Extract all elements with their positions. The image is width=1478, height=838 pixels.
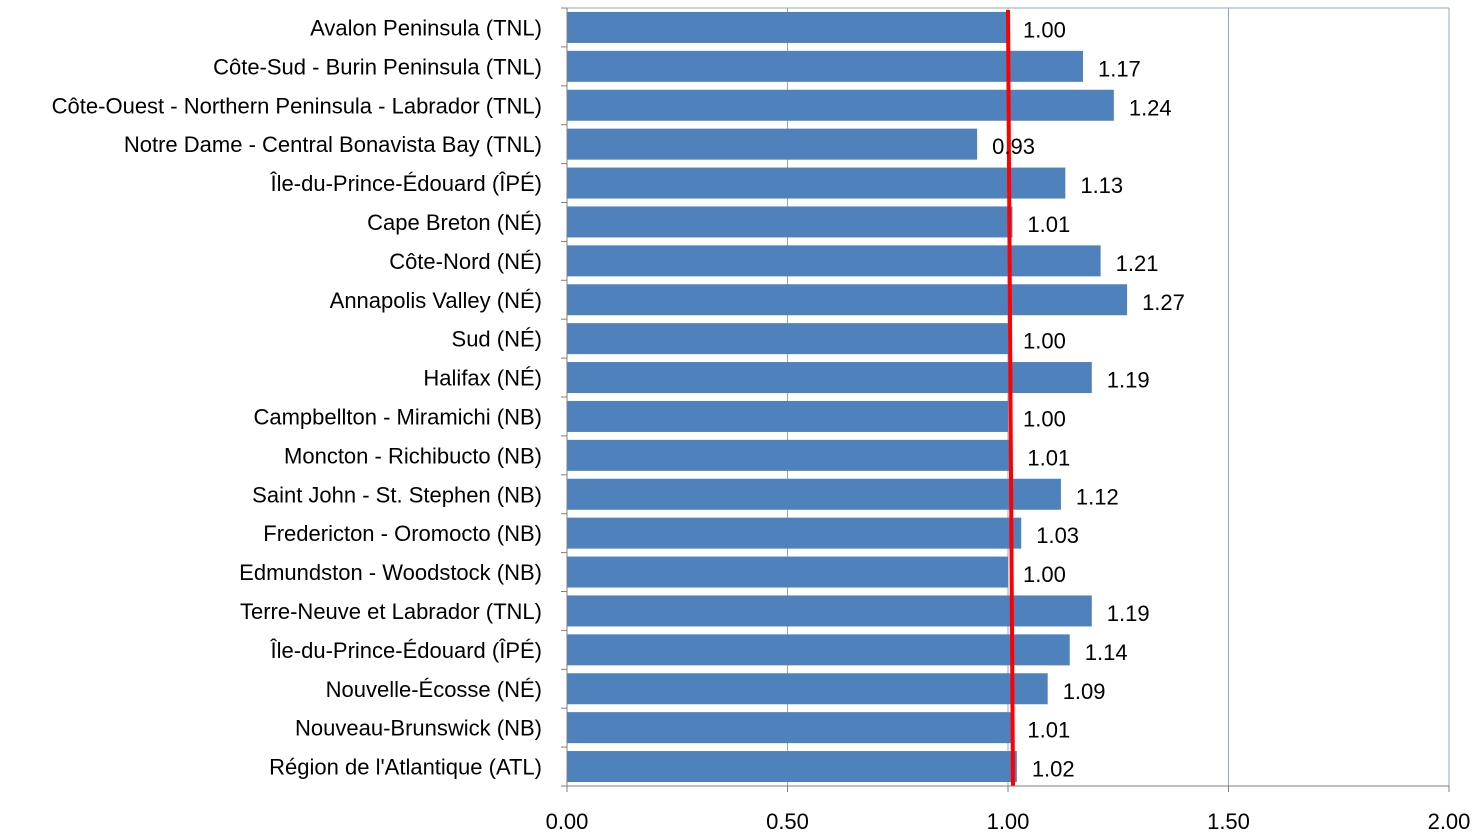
axes [561,7,1450,792]
value-label: 1.17 [1098,56,1141,81]
category-label: Edmundston - Woodstock (NB) [239,560,542,585]
bar [567,634,1070,666]
bar [567,712,1013,744]
bar [567,128,978,160]
value-label: 1.21 [1116,251,1159,276]
category-label: Côte-Sud - Burin Peninsula (TNL) [213,54,542,79]
value-label: 1.14 [1085,640,1128,665]
bar [567,595,1092,627]
bar [567,50,1083,82]
category-label: Avalon Peninsula (TNL) [310,15,542,40]
value-label: 1.03 [1036,523,1079,548]
category-label: Nouveau-Brunswick (NB) [295,716,542,741]
value-label: 1.19 [1107,601,1150,626]
value-label: 1.00 [1023,562,1066,587]
value-label: 0.93 [992,134,1035,159]
bar [567,245,1101,277]
category-label: Côte-Nord (NÉ) [389,249,542,274]
category-label: Nouvelle-Écosse (NÉ) [326,677,542,702]
category-label: Fredericton - Oromocto (NB) [263,521,542,546]
category-label: Île-du-Prince-Édouard (ÎPÉ) [270,638,542,663]
category-label: Notre Dame - Central Bonavista Bay (TNL) [124,132,542,157]
category-label: Sud (NÉ) [452,327,542,352]
x-tick-label: 1.50 [1207,809,1250,833]
category-label: Côte-Ouest - Northern Peninsula - Labrad… [52,93,542,118]
reference-line-layer [1006,9,1015,787]
value-label: 1.02 [1032,757,1075,782]
bar [567,751,1017,783]
value-label: 1.19 [1107,368,1150,393]
bar [567,11,1008,43]
category-label: Cape Breton (NÉ) [367,210,542,235]
value-label: 1.24 [1129,95,1172,120]
category-label: Moncton - Richibucto (NB) [284,443,542,468]
reference-line [1006,9,1015,787]
category-label: Annapolis Valley (NÉ) [330,288,542,313]
value-label: 1.12 [1076,484,1119,509]
category-label: Région de l'Atlantique (ATL) [269,755,542,780]
bar [567,556,1008,588]
bar [567,167,1066,199]
value-label: 1.00 [1023,17,1066,42]
bar [567,517,1022,549]
x-tick-label: 0.00 [546,809,589,833]
bar [567,673,1048,705]
bars [567,11,1128,783]
category-label: Campbellton - Miramichi (NB) [253,404,542,429]
bar [567,89,1114,121]
value-label: 1.00 [1023,406,1066,431]
bar [567,362,1092,394]
value-label: 1.01 [1027,718,1070,743]
bar [567,206,1013,238]
value-label: 1.01 [1027,445,1070,470]
x-tick-label: 0.50 [766,809,809,833]
value-label: 1.01 [1027,212,1070,237]
category-label: Terre-Neuve et Labrador (TNL) [240,599,542,624]
bar [567,323,1008,355]
bar [567,478,1061,510]
x-tick-label: 1.00 [987,809,1030,833]
x-tick-label: 2.00 [1428,809,1471,833]
category-label: Halifax (NÉ) [423,366,542,391]
value-label: 1.09 [1063,679,1106,704]
value-label: 1.13 [1080,173,1123,198]
category-label: Saint John - St. Stephen (NB) [252,482,542,507]
bar [567,284,1128,316]
value-label: 1.27 [1142,290,1185,315]
value-label: 1.00 [1023,329,1066,354]
labels: Avalon Peninsula (TNL) 1.00 Côte-Sud - Bur… [52,15,1471,834]
category-label: Île-du-Prince-Édouard (ÎPÉ) [270,171,542,196]
bar [567,400,1008,432]
bar [567,439,1013,471]
